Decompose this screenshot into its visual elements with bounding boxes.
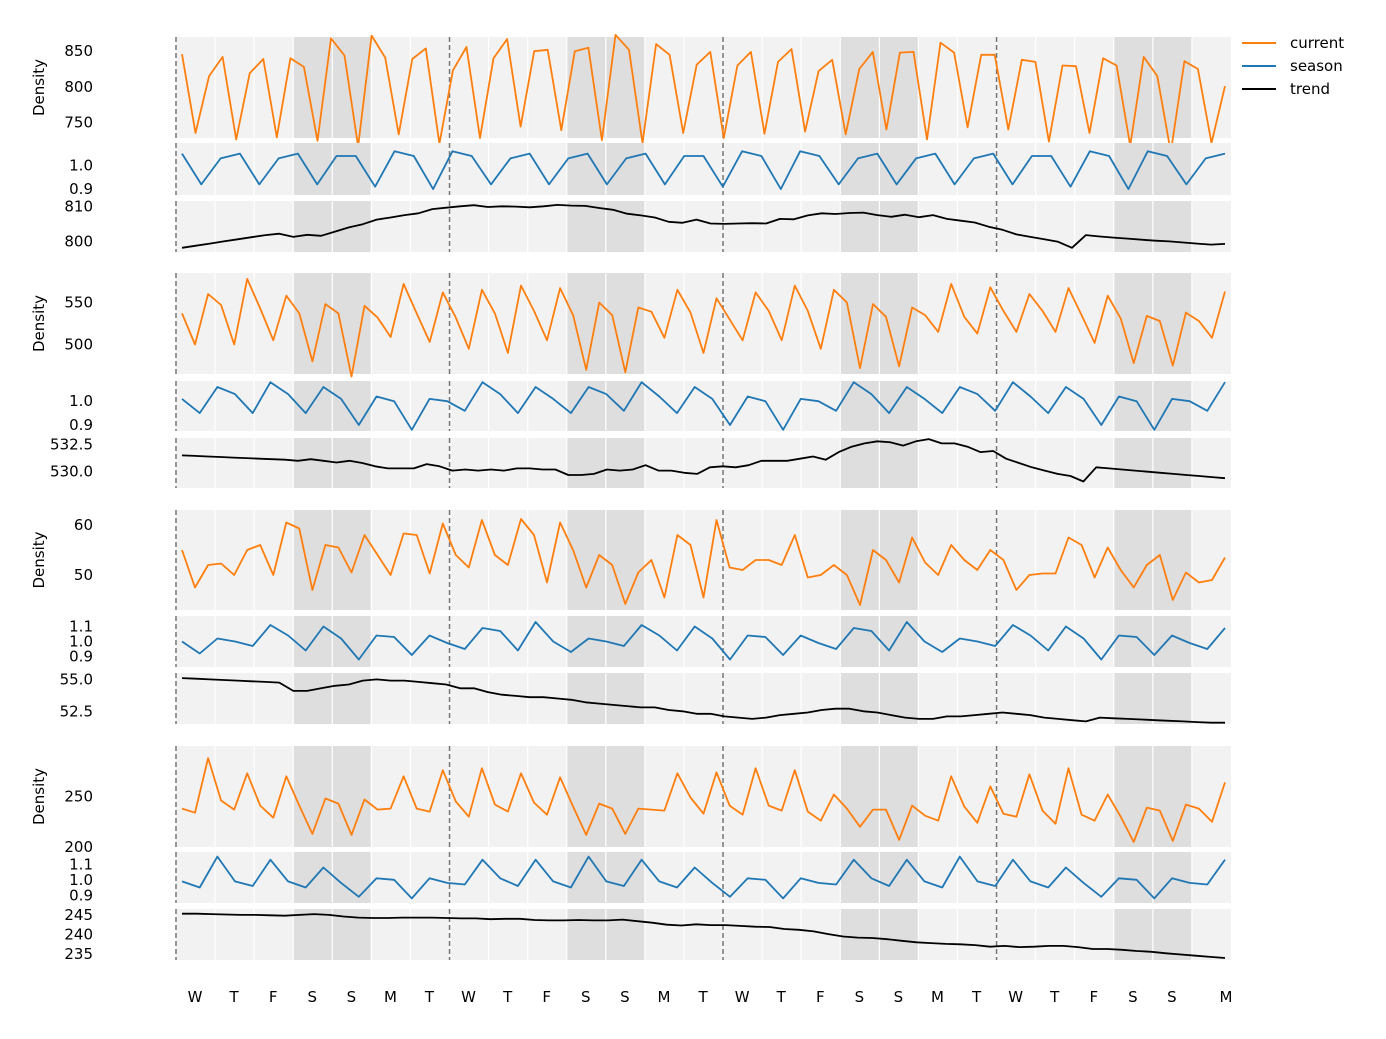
x-tick-label: S xyxy=(1128,988,1138,1006)
x-tick-label: F xyxy=(1089,988,1098,1006)
x-tick-label: S xyxy=(308,988,318,1006)
g4-season-ytick-label: 1.0 xyxy=(69,871,93,889)
x-tick-label: S xyxy=(347,988,357,1006)
g1-trend-line xyxy=(181,203,1226,249)
g3-trend-ytick-label: 55.0 xyxy=(60,670,93,688)
x-tick-label: S xyxy=(894,988,904,1006)
x-tick-label: F xyxy=(269,988,278,1006)
x-tick-label: M xyxy=(931,988,944,1006)
g4-season-line xyxy=(181,855,1226,900)
g1-trend-ytick-label: 810 xyxy=(64,197,93,215)
x-tick-label: F xyxy=(542,988,551,1006)
g3-ylabel: Density xyxy=(30,531,48,588)
g4-trend-line xyxy=(182,912,1226,959)
g2-season-ytick-label: 1.0 xyxy=(69,392,93,410)
x-tick-label: W xyxy=(735,988,750,1006)
g4-current-ytick-label: 200 xyxy=(64,838,93,856)
x-tick-label: M xyxy=(657,988,670,1006)
g3-current-ytick-label: 60 xyxy=(74,516,93,534)
g1-season-ytick-label: 1.0 xyxy=(69,156,93,174)
g2-trend-ytick-label: 532.5 xyxy=(50,436,93,454)
x-tick-label: S xyxy=(855,988,865,1006)
g2-season-line xyxy=(181,381,1226,431)
g1-ylabel: Density xyxy=(30,59,48,116)
x-tick-label: T xyxy=(971,988,982,1006)
g3-season-ytick-label: 1.1 xyxy=(69,618,93,636)
g3-current-ytick-label: 50 xyxy=(74,566,93,584)
g1-current-ytick-label: 850 xyxy=(64,42,93,60)
x-tick-label: S xyxy=(581,988,591,1006)
x-tick-label: T xyxy=(502,988,513,1006)
x-tick-label: S xyxy=(1167,988,1177,1006)
g3-current-line xyxy=(181,518,1226,606)
g4-trend-ytick-label: 245 xyxy=(64,906,93,924)
g1-trend-ytick-label: 800 xyxy=(64,232,93,250)
g3-trend-ytick-label: 52.5 xyxy=(60,702,93,720)
g1-season-ytick-label: 0.9 xyxy=(69,180,93,198)
x-tick-label: W xyxy=(461,988,476,1006)
g3-season-ytick-label: 0.9 xyxy=(69,648,93,666)
x-tick-label: S xyxy=(620,988,630,1006)
g1-season-line xyxy=(181,150,1226,191)
g4-current-ytick-label: 250 xyxy=(64,788,93,806)
x-tick-label: M xyxy=(1220,988,1233,1006)
x-tick-label: T xyxy=(776,988,787,1006)
g1-current-ytick-label: 800 xyxy=(64,78,93,96)
x-tick-label: T xyxy=(697,988,708,1006)
x-tick-label: W xyxy=(188,988,203,1006)
g2-current-ytick-label: 550 xyxy=(64,293,93,311)
x-tick-label: T xyxy=(1049,988,1060,1006)
legend-trend-label: trend xyxy=(1290,80,1330,98)
g3-season-ytick-label: 1.0 xyxy=(69,633,93,651)
g2-season-ytick-label: 0.9 xyxy=(69,416,93,434)
x-tick-label: W xyxy=(1008,988,1023,1006)
g2-ylabel: Density xyxy=(30,295,48,352)
g3-season-line xyxy=(181,621,1226,661)
g4-season-ytick-label: 0.9 xyxy=(69,886,93,904)
x-tick-label: M xyxy=(384,988,397,1006)
legend-season-label: season xyxy=(1290,57,1343,75)
x-tick-label: T xyxy=(424,988,435,1006)
g4-season-ytick-label: 1.1 xyxy=(69,855,93,873)
g4-current-line xyxy=(181,757,1226,843)
g2-current-line xyxy=(181,277,1226,378)
g2-current-ytick-label: 500 xyxy=(64,336,93,354)
g2-trend-line xyxy=(181,438,1226,483)
g1-current-ytick-label: 750 xyxy=(64,113,93,131)
x-tick-label: F xyxy=(816,988,825,1006)
x-tick-label: T xyxy=(229,988,240,1006)
g4-trend-ytick-label: 240 xyxy=(64,926,93,944)
g1-current-line xyxy=(181,34,1226,154)
g2-trend-ytick-label: 530.0 xyxy=(50,463,93,481)
legend-current-label: current xyxy=(1290,34,1344,52)
g3-trend-line xyxy=(181,677,1225,724)
g4-trend-ytick-label: 235 xyxy=(64,945,93,963)
g4-ylabel: Density xyxy=(30,768,48,825)
